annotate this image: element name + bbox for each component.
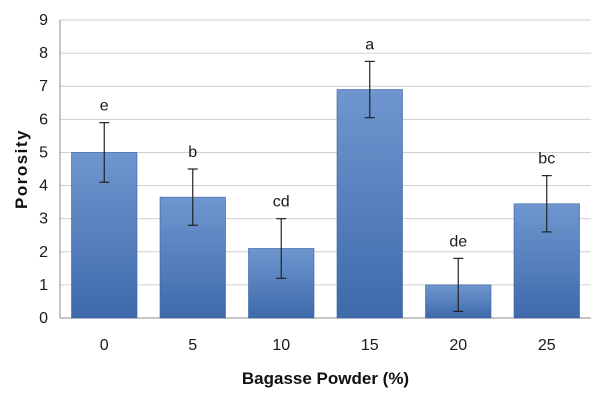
gridlines	[59, 19, 591, 319]
significance-labels: e b cd a de bc	[100, 36, 555, 250]
x-tick-labels: 0 5 10 15 20 25	[100, 337, 556, 354]
x-tick-label-10: 10	[272, 337, 290, 354]
y-tick-label: 4	[39, 178, 48, 195]
x-tick-label-0: 0	[100, 337, 109, 354]
y-axis-title: Porosity	[12, 129, 31, 209]
y-tick-label: 3	[39, 211, 48, 228]
y-tick-label: 5	[39, 144, 48, 161]
y-tick-label: 7	[39, 78, 48, 95]
x-tick-label-5: 5	[188, 337, 197, 354]
y-tick-label: 6	[39, 111, 48, 128]
bar-15	[336, 89, 403, 319]
significance-label-15: a	[365, 36, 374, 53]
error-bars	[99, 60, 552, 312]
x-tick-label-15: 15	[361, 337, 379, 354]
y-tick-label: 1	[39, 277, 48, 294]
bars	[71, 89, 580, 319]
significance-label-10: cd	[273, 194, 290, 211]
y-tick-label: 0	[39, 310, 48, 327]
y-tick-labels: 0 1 2 3 4 5 6 7 8 9	[39, 12, 48, 327]
significance-label-5: b	[188, 144, 197, 161]
x-tick-label-20: 20	[449, 337, 467, 354]
y-tick-label: 8	[39, 45, 48, 62]
y-tick-label: 2	[39, 244, 48, 261]
y-tick-label: 9	[39, 12, 48, 29]
significance-label-25: bc	[538, 151, 555, 168]
significance-label-20: de	[449, 233, 467, 250]
x-axis-title: Bagasse Powder (%)	[242, 369, 409, 388]
significance-label-0: e	[100, 98, 109, 115]
x-tick-label-25: 25	[538, 337, 556, 354]
